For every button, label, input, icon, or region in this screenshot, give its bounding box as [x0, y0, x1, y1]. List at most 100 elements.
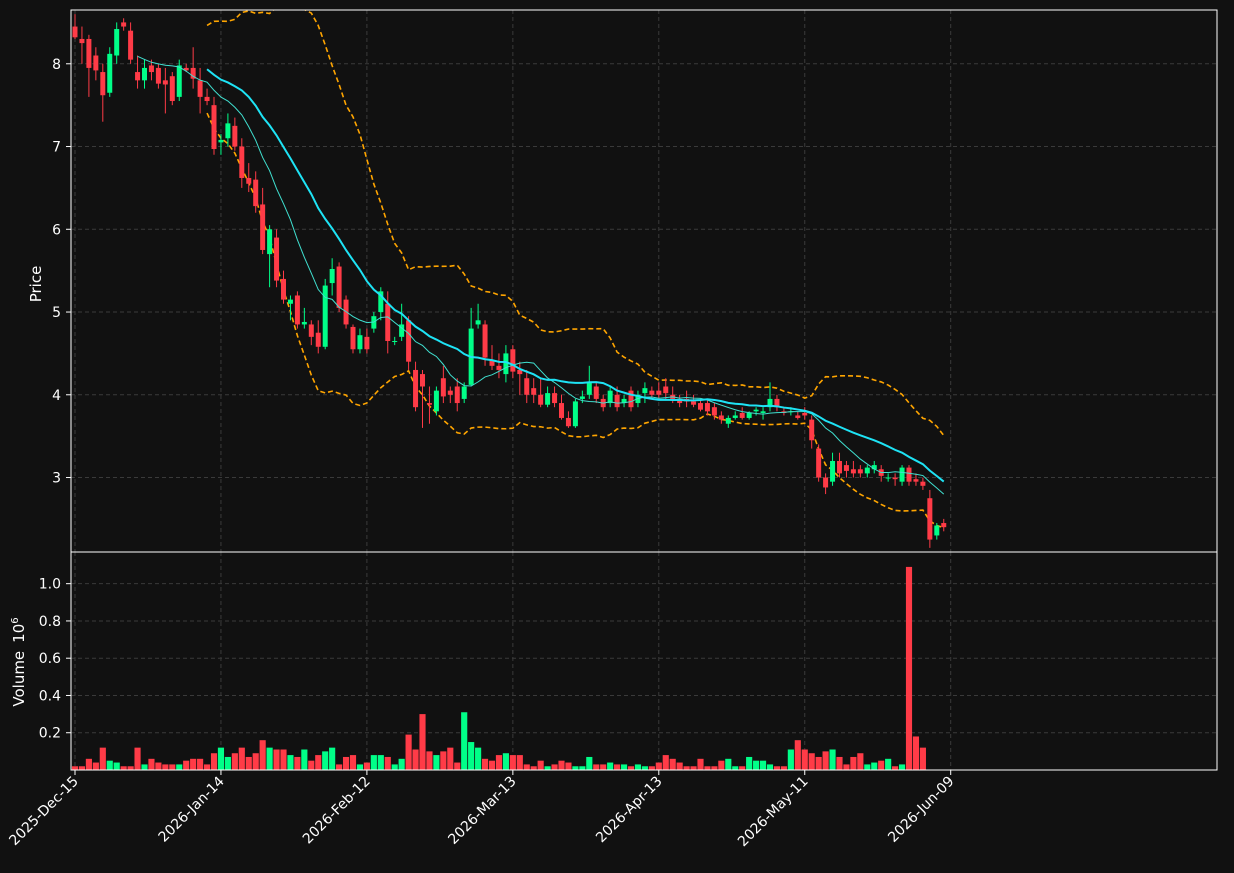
- volume-bar: [885, 758, 892, 770]
- candle: [260, 187, 266, 255]
- candle-body: [190, 67, 196, 79]
- candle-body: [739, 412, 745, 418]
- candle-body: [538, 394, 544, 405]
- volume-bar: [224, 756, 231, 770]
- price-y-tick-label: 3: [52, 471, 61, 487]
- lower-band-line: [206, 112, 944, 529]
- volume-bar: [753, 760, 760, 770]
- candle: [496, 353, 502, 379]
- candle: [774, 394, 780, 412]
- candle: [795, 411, 801, 420]
- volume-bar: [509, 755, 516, 770]
- candle-body: [260, 204, 266, 250]
- candle-body: [239, 146, 245, 178]
- candle: [607, 386, 613, 408]
- volume-axis-label: Volume: [10, 651, 28, 707]
- volume-bar: [648, 766, 655, 770]
- volume-bars-layer: [71, 566, 926, 770]
- candle-body: [246, 177, 252, 184]
- candle: [218, 134, 224, 155]
- candle-body: [732, 415, 738, 418]
- volume-bar: [801, 749, 808, 770]
- candle: [802, 407, 808, 420]
- volume-bar: [280, 749, 287, 770]
- candle-body: [559, 403, 564, 418]
- candle-body: [892, 477, 898, 480]
- volume-bar: [245, 756, 252, 770]
- volume-y-tick-label: 0.2: [39, 726, 61, 742]
- candle: [454, 378, 460, 412]
- volume-bar: [426, 751, 433, 770]
- volume-bar: [461, 712, 468, 770]
- volume-bar: [454, 762, 461, 770]
- candle-body: [413, 369, 419, 408]
- candle-body: [433, 390, 439, 412]
- candle-body: [287, 299, 293, 304]
- candle: [739, 407, 745, 420]
- candle-body: [746, 412, 752, 418]
- candle-body: [531, 388, 537, 395]
- volume-bar: [481, 758, 489, 770]
- candle: [538, 378, 544, 408]
- volume-bar: [155, 762, 162, 770]
- candle: [169, 72, 175, 106]
- candle-body: [503, 353, 509, 375]
- candle: [899, 465, 905, 486]
- candle-body: [315, 332, 321, 347]
- candle: [934, 523, 940, 540]
- candle-body: [774, 398, 780, 408]
- volume-bar: [99, 747, 106, 770]
- candle: [121, 18, 127, 31]
- candle: [732, 411, 738, 420]
- candle-body: [934, 525, 940, 536]
- volume-bar: [912, 736, 920, 770]
- volume-bar: [169, 764, 176, 770]
- candle: [399, 303, 405, 341]
- volume-bar: [565, 762, 572, 770]
- candle-body: [816, 448, 822, 478]
- candle-body: [837, 460, 842, 474]
- price-y-tick-label: 6: [52, 222, 61, 238]
- candle-body: [93, 55, 99, 71]
- candle: [79, 26, 85, 64]
- candles-layer: [72, 14, 947, 548]
- candle: [329, 258, 335, 296]
- volume-y-tick-label: 1.0: [39, 577, 61, 593]
- volume-bar: [537, 760, 544, 770]
- volume-bar: [405, 734, 412, 770]
- candle-body: [927, 498, 933, 540]
- candle-body: [294, 295, 300, 325]
- volume-bar: [197, 758, 204, 770]
- volume-bar: [308, 760, 315, 770]
- volume-bar: [217, 747, 225, 770]
- volume-bar: [488, 760, 496, 770]
- ma-slow-line: [206, 68, 945, 483]
- candle-body: [378, 291, 384, 313]
- candle-body: [162, 80, 168, 85]
- volume-axis-title: Volume 106: [10, 617, 28, 706]
- volume-bar: [113, 762, 120, 770]
- candle-body: [79, 38, 85, 44]
- volume-bar: [579, 766, 586, 770]
- price-y-tick-label: 4: [52, 388, 61, 404]
- candle-body: [148, 65, 154, 73]
- volume-bar: [683, 766, 690, 770]
- candle-body: [628, 390, 634, 408]
- candle: [253, 171, 259, 213]
- volume-bar: [231, 753, 238, 770]
- candle: [392, 336, 398, 346]
- candle-body: [843, 465, 849, 471]
- candle-body: [906, 467, 912, 482]
- volume-bar: [794, 740, 801, 770]
- volume-bar: [905, 566, 913, 770]
- candle-body: [753, 409, 759, 412]
- volume-y-tick-label: 0.6: [39, 651, 61, 667]
- volume-bar: [829, 749, 836, 770]
- candle-body: [850, 469, 856, 474]
- candle: [406, 316, 412, 370]
- candle-body: [614, 394, 620, 408]
- candle: [426, 386, 432, 424]
- candle: [162, 67, 168, 114]
- candle: [892, 473, 898, 486]
- candle: [545, 386, 551, 408]
